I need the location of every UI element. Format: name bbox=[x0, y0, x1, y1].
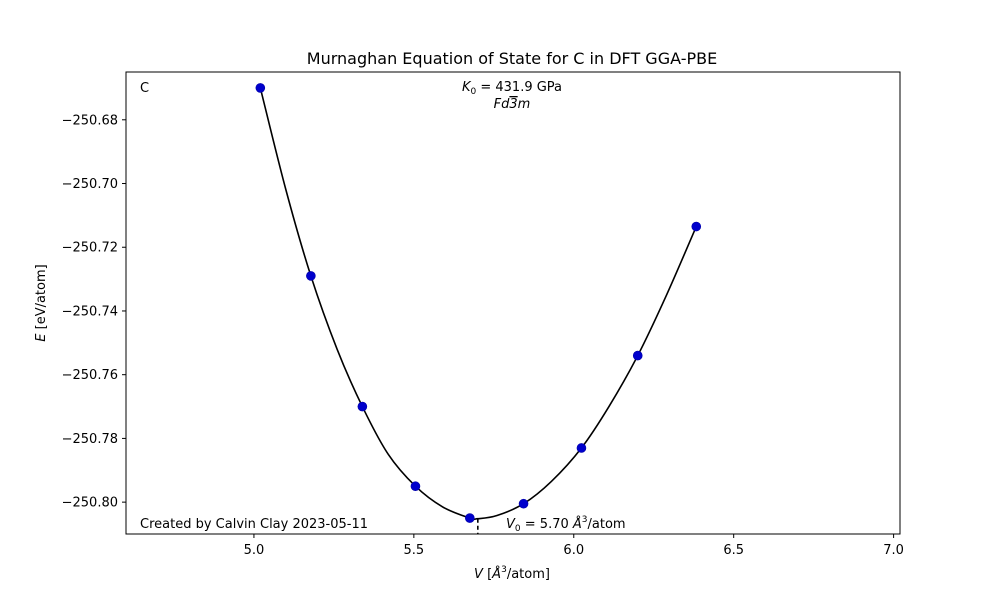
data-point bbox=[632, 350, 643, 361]
data-point bbox=[306, 271, 316, 281]
x-axis-label: V [Å3/atom] bbox=[474, 565, 550, 582]
y-tick-label: −250.68 bbox=[62, 113, 118, 128]
y-tick-label: −250.78 bbox=[62, 432, 118, 447]
data-points-layer bbox=[255, 83, 702, 523]
chart-title: Murnaghan Equation of State for C in DFT… bbox=[307, 49, 717, 68]
element-label: C bbox=[140, 81, 149, 96]
credit-label: Created by Calvin Clay 2023-05-11 bbox=[140, 517, 368, 532]
x-tick-label: 5.5 bbox=[404, 543, 425, 558]
y-tick-label: −250.76 bbox=[62, 368, 118, 383]
x-tick-label: 6.5 bbox=[723, 543, 744, 558]
y-tick-label: −250.74 bbox=[62, 304, 118, 319]
data-point bbox=[576, 443, 587, 453]
x-tick-label: 5.0 bbox=[244, 543, 265, 558]
v0-label: V0 = 5.70 Å3/atom bbox=[506, 515, 626, 534]
data-point bbox=[410, 481, 421, 492]
plot-frame bbox=[125, 71, 901, 535]
x-tick-label: 6.0 bbox=[563, 543, 584, 558]
data-point bbox=[255, 83, 266, 93]
y-tick-label: −250.70 bbox=[62, 177, 118, 192]
x-tick-label: 7.0 bbox=[883, 543, 904, 558]
y-tick-label: −250.72 bbox=[62, 241, 118, 256]
y-tick-label: −250.80 bbox=[62, 496, 118, 511]
data-point bbox=[518, 498, 529, 509]
space-group-label: Fd3m bbox=[494, 97, 531, 112]
y-axis-label: E [eV/atom] bbox=[34, 264, 49, 341]
data-point bbox=[465, 513, 475, 523]
data-point bbox=[691, 221, 702, 232]
data-point bbox=[357, 401, 368, 412]
y-axis: −250.68 −250.70 −250.72 −250.74 −250.76 −250.… bbox=[62, 113, 126, 511]
plot-area bbox=[126, 72, 900, 534]
bulk-modulus-label: K0 = 431.9 GPa bbox=[462, 80, 562, 97]
x-axis: 5.0 5.5 6.0 6.5 7.0 bbox=[244, 534, 904, 558]
